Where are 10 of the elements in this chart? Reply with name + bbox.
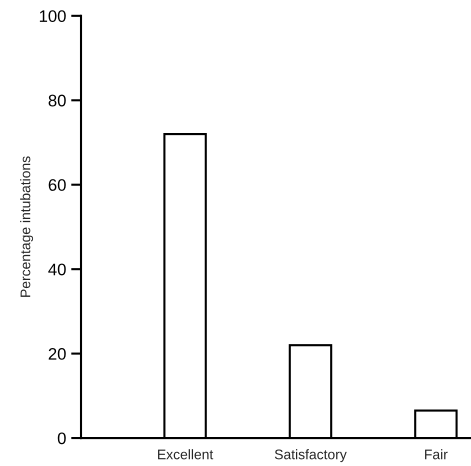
y-axis-title: Percentage intubations: [20, 156, 34, 297]
y-tick-label: 100: [40, 10, 66, 22]
x-tick-label: Fair: [425, 449, 448, 460]
y-tick-label: 20: [48, 348, 66, 360]
y-tick-label: 40: [48, 264, 66, 276]
y-tick-label: 80: [48, 94, 66, 106]
y-tick-label: 0: [58, 432, 66, 444]
x-tick-label: Excellent: [158, 449, 214, 460]
y-tick-label: 60: [48, 179, 66, 191]
x-tick-label: Satisfactory: [274, 449, 347, 462]
